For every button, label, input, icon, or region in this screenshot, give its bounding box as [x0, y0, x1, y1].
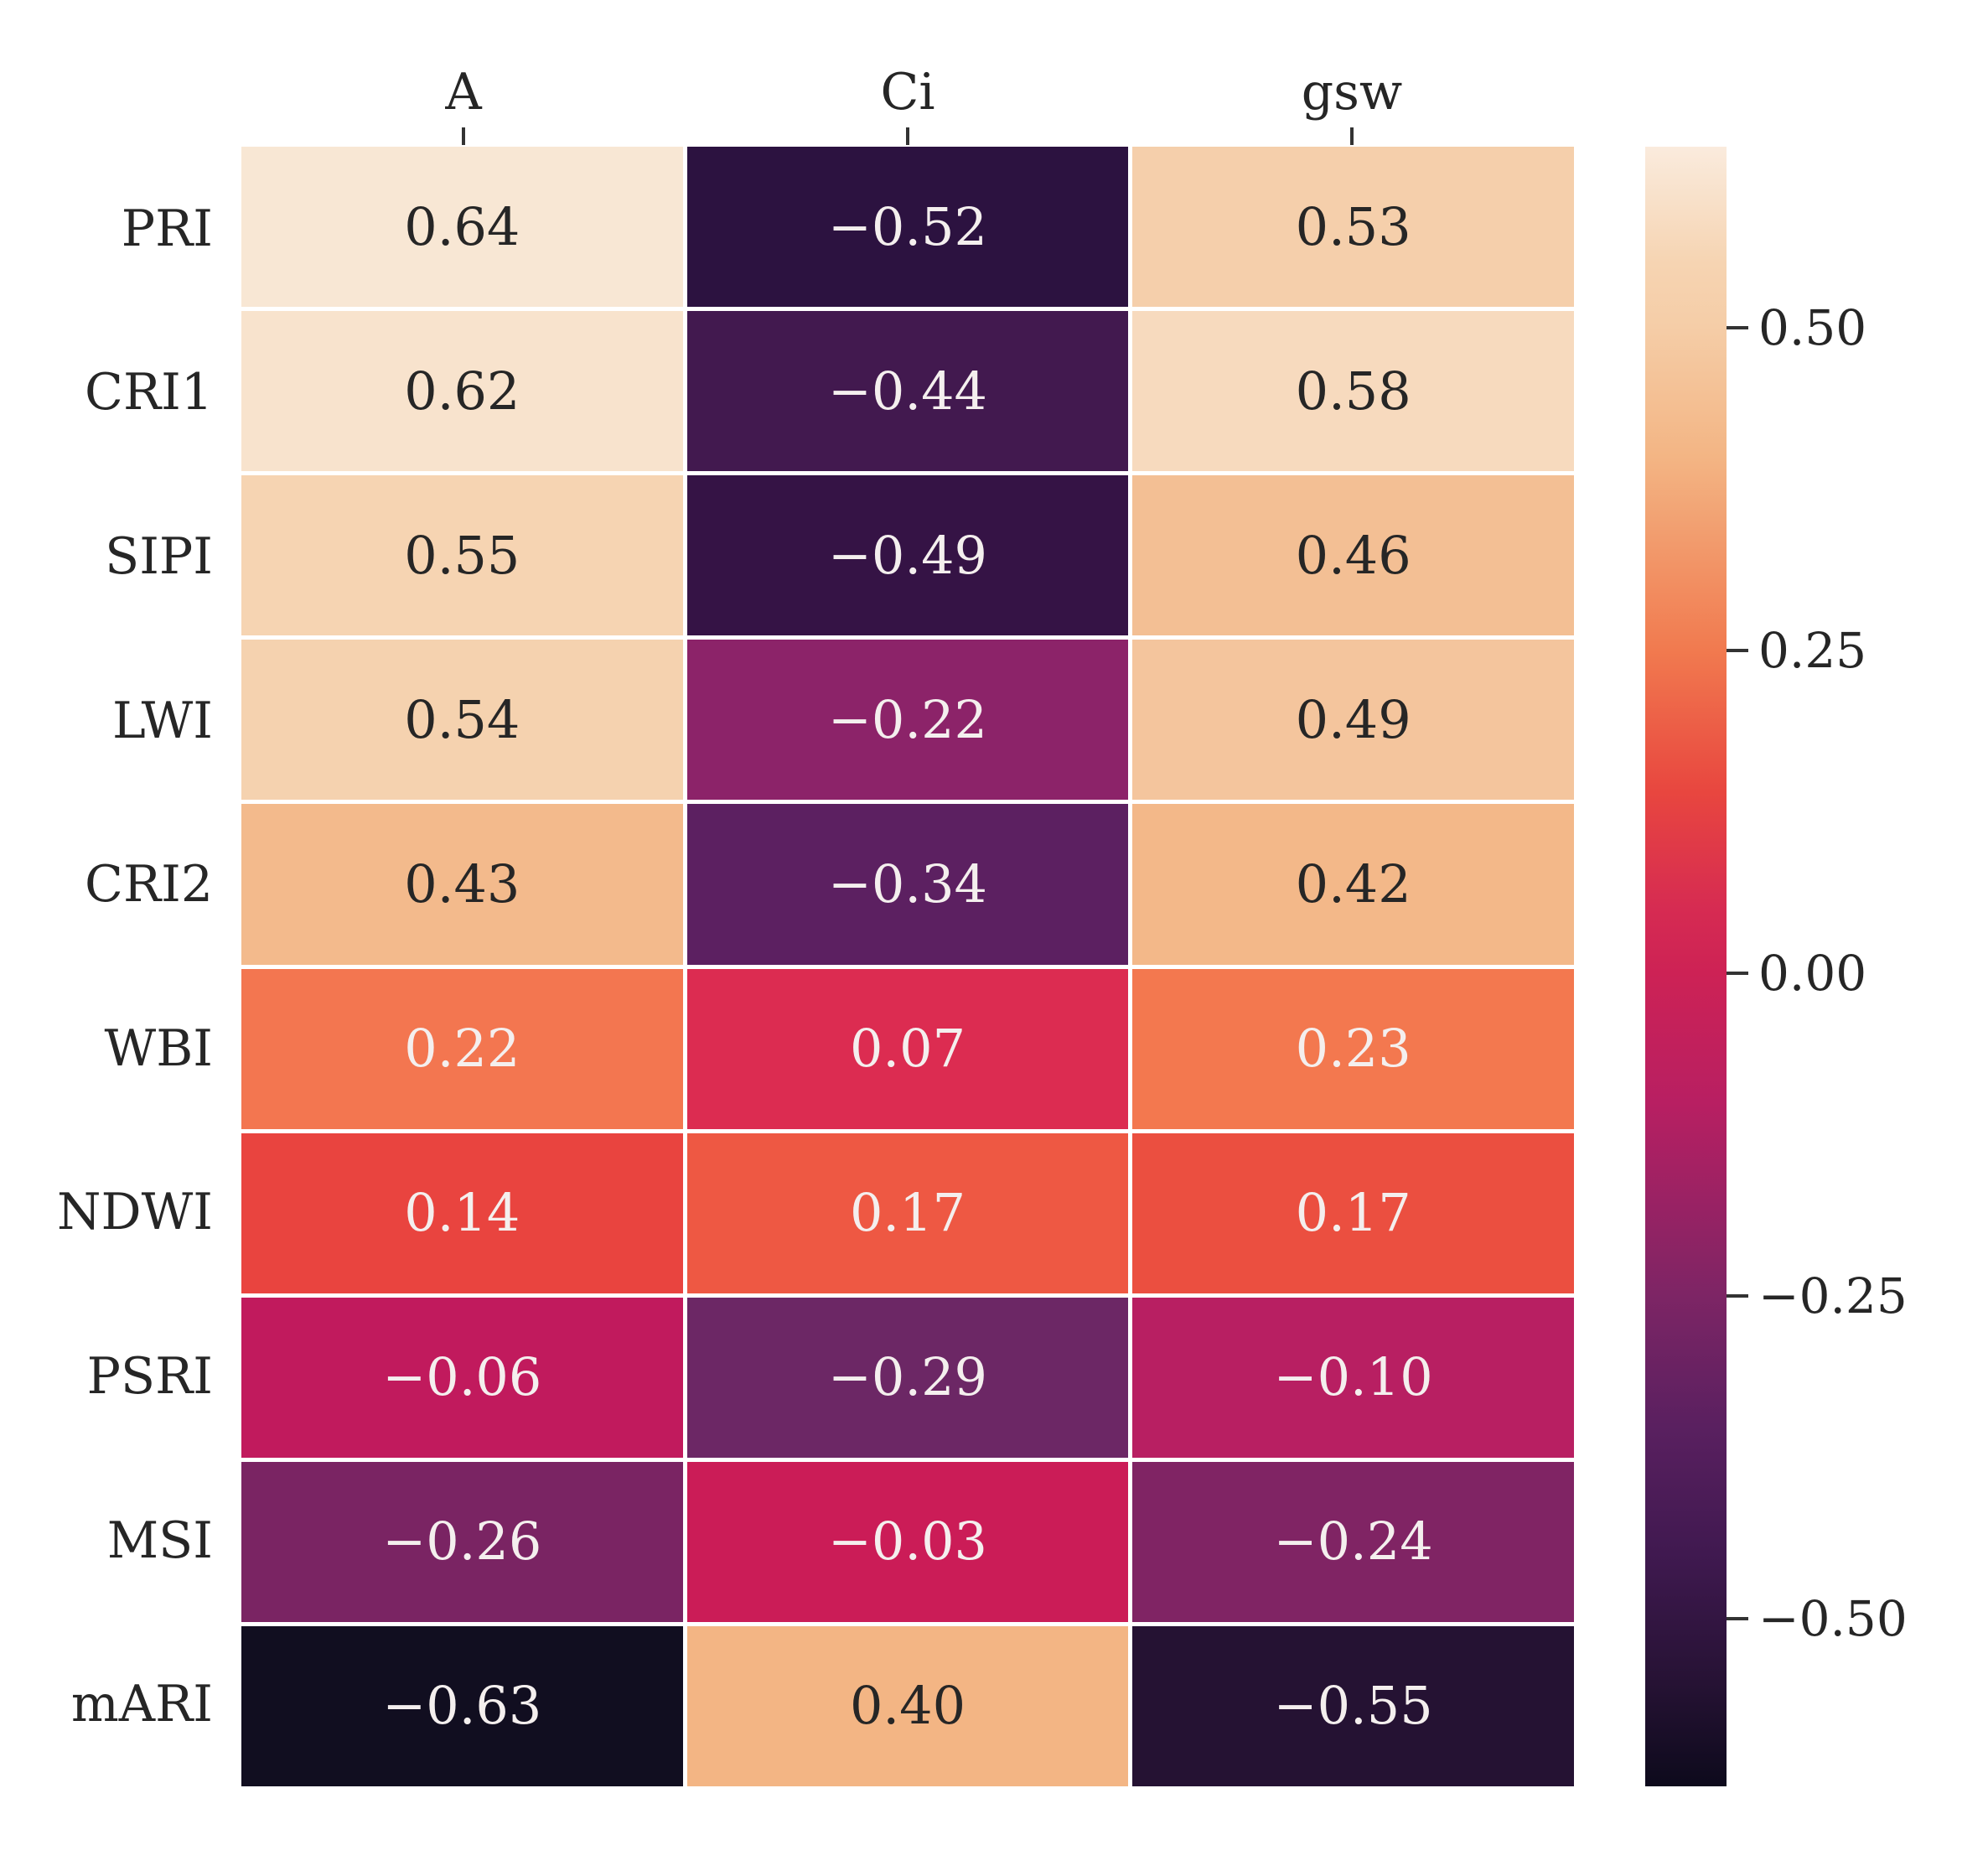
cell-value: 0.62 [404, 360, 520, 422]
heatmap-cell-CRI2-Ci: −0.34 [686, 804, 1129, 965]
heatmap-cell-CRI1-gsw: 0.58 [1132, 311, 1574, 472]
cell-value: −0.63 [382, 1675, 542, 1737]
heatmap-cell-NDWI-Ci: 0.17 [686, 1132, 1129, 1293]
heatmap-cell-LWI-gsw: 0.49 [1132, 640, 1574, 801]
heatmap-cell-MSI-A: −0.26 [241, 1461, 683, 1622]
cell-value: 0.42 [1295, 853, 1411, 915]
heatmap-cell-NDWI-gsw: 0.17 [1132, 1132, 1574, 1293]
heatmap-cell-CRI2-gsw: 0.42 [1132, 804, 1574, 965]
heatmap-cell-SIPI-Ci: −0.49 [686, 475, 1129, 636]
heatmap-cell-MSI-gsw: −0.24 [1132, 1461, 1574, 1622]
cell-value: 0.40 [849, 1675, 966, 1737]
cell-value: −0.22 [827, 688, 987, 750]
cell-value: 0.43 [404, 853, 520, 915]
heatmap-grid: 0.64 −0.52 0.53 0.62 −0.44 0.58 0.55 −0.49 0.46 0… [241, 147, 1574, 1786]
row-label-MSI: MSI [106, 1511, 213, 1570]
heatmap-cell-PSRI-gsw: −0.10 [1132, 1297, 1574, 1458]
cell-value: −0.49 [827, 524, 987, 586]
row-label-SIPI: SIPI [105, 526, 213, 586]
cell-value: −0.03 [827, 1511, 987, 1573]
heatmap-cell-CRI1-Ci: −0.44 [686, 311, 1129, 472]
cell-value: −0.26 [382, 1511, 542, 1573]
heatmap-cell-MSI-Ci: −0.03 [686, 1461, 1129, 1622]
colorbar-tick-label: 0.50 [1758, 298, 1867, 356]
cell-value: −0.52 [827, 195, 987, 257]
cell-value: 0.17 [1295, 1182, 1411, 1244]
heatmap-cell-PRI-A: 0.64 [241, 147, 683, 308]
heatmap-cell-mARI-Ci: 0.40 [686, 1625, 1129, 1786]
heatmap-cell-SIPI-gsw: 0.46 [1132, 475, 1574, 636]
row-label-mARI: mARI [70, 1675, 213, 1734]
cell-value: 0.54 [404, 688, 520, 750]
heatmap-cell-PRI-gsw: 0.53 [1132, 147, 1574, 308]
cell-value: −0.29 [827, 1346, 987, 1408]
heatmap-cell-PRI-Ci: −0.52 [686, 147, 1129, 308]
cell-value: 0.49 [1295, 688, 1411, 750]
heatmap-cell-CRI1-A: 0.62 [241, 311, 683, 472]
heatmap-cell-mARI-gsw: −0.55 [1132, 1625, 1574, 1786]
row-label-WBI: WBI [104, 1018, 213, 1078]
cell-value: 0.14 [404, 1182, 520, 1244]
cell-value: 0.22 [404, 1018, 520, 1080]
row-label-CRI1: CRI1 [85, 363, 213, 422]
colorbar-tick-mark [1727, 648, 1748, 652]
heatmap-cell-LWI-Ci: −0.22 [686, 640, 1129, 801]
heatmap-cell-PSRI-Ci: −0.29 [686, 1297, 1129, 1458]
colorbar-tick-label: −0.50 [1758, 1589, 1908, 1647]
col-header-A: A [445, 63, 482, 122]
colorbar-tick-mark [1727, 1616, 1748, 1620]
column-headers: A Ci gsw [241, 32, 1574, 119]
cell-value: −0.10 [1273, 1346, 1433, 1408]
col-header-Ci: Ci [880, 63, 935, 122]
heatmap-cell-mARI-A: −0.63 [241, 1625, 683, 1786]
row-label-CRI2: CRI2 [85, 855, 213, 915]
cell-value: −0.34 [827, 853, 987, 915]
cell-value: −0.24 [1273, 1511, 1433, 1573]
cell-value: 0.55 [404, 524, 520, 586]
cell-value: 0.17 [849, 1182, 966, 1244]
cell-value: −0.06 [382, 1346, 542, 1408]
axis-tick-mark [906, 127, 909, 145]
heatmap-cell-SIPI-A: 0.55 [241, 475, 683, 636]
cell-value: 0.58 [1295, 360, 1411, 422]
heatmap-cell-WBI-Ci: 0.07 [686, 968, 1129, 1129]
row-labels: PRI CRI1 SIPI LWI CRI2 WBI NDWI PSRI MSI mARI [0, 147, 213, 1786]
heatmap-cell-WBI-gsw: 0.23 [1132, 968, 1574, 1129]
colorbar-tick-label: 0.00 [1758, 944, 1867, 1002]
cell-value: 0.23 [1295, 1018, 1411, 1080]
cell-value: 0.64 [404, 195, 520, 257]
cell-value: 0.07 [849, 1018, 966, 1080]
colorbar-tick-mark [1727, 1293, 1748, 1298]
column-axis-ticks [241, 127, 1574, 145]
heatmap-cell-CRI2-A: 0.43 [241, 804, 683, 965]
axis-tick-mark [1350, 127, 1354, 145]
axis-tick-mark [462, 127, 465, 145]
row-label-NDWI: NDWI [57, 1183, 213, 1242]
colorbar-tick-label: −0.25 [1758, 1267, 1908, 1324]
cell-value: 0.53 [1295, 195, 1411, 257]
cell-value: −0.55 [1273, 1675, 1433, 1737]
colorbar-gradient [1645, 147, 1727, 1786]
row-label-LWI: LWI [112, 691, 213, 750]
colorbar-tick-label: 0.25 [1758, 621, 1867, 679]
heatmap-cell-PSRI-A: −0.06 [241, 1297, 683, 1458]
heatmap-cell-NDWI-A: 0.14 [241, 1132, 683, 1293]
row-label-PSRI: PSRI [86, 1346, 213, 1406]
colorbar-tick-mark [1727, 325, 1748, 329]
col-header-gsw: gsw [1301, 63, 1403, 122]
heatmap-cell-LWI-A: 0.54 [241, 640, 683, 801]
row-label-PRI: PRI [121, 199, 213, 258]
cell-value: −0.44 [827, 360, 987, 422]
heatmap-cell-WBI-A: 0.22 [241, 968, 683, 1129]
colorbar-tick-mark [1727, 971, 1748, 975]
cell-value: 0.46 [1295, 524, 1411, 586]
